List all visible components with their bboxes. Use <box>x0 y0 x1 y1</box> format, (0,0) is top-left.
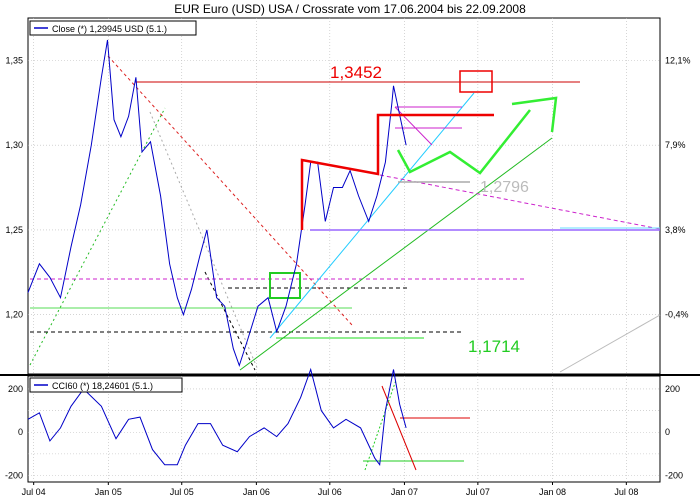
y-tick-label-right: 7,9% <box>665 140 686 150</box>
y-tick-label-right: 3,8% <box>665 225 686 235</box>
chart-title: EUR Euro (USD) USA / Crossrate vom 17.06… <box>174 2 526 16</box>
trend-annotations <box>29 55 661 373</box>
x-tick-label: Jul 07 <box>466 487 490 497</box>
cci-legend: CCI60 (*) 18,24601 (5.1.) <box>29 377 183 393</box>
x-tick-label: Jul 05 <box>170 487 194 497</box>
y-tick-label-left: 1,25 <box>5 225 23 235</box>
x-tick-label: Jan 06 <box>243 487 270 497</box>
price-grid <box>28 18 660 374</box>
cci-tick-label-right: -200 <box>665 471 683 481</box>
y-tick-label-left: 1,30 <box>5 140 23 150</box>
gray-long-rising <box>559 314 661 373</box>
black-dashed-falling <box>204 271 256 371</box>
y-tick-label-right: -0,4% <box>665 310 689 320</box>
close-price-line <box>27 39 407 368</box>
cci-tick-label-right: 200 <box>665 384 680 394</box>
label-resistance: 1,3452 <box>330 63 382 82</box>
price-legend: Close (*) 1,29945 USD (5.1.) <box>29 20 197 36</box>
cci-tick-label-left: 0 <box>18 427 23 437</box>
green-marker-box <box>269 272 301 299</box>
green-forecast-path <box>396 109 531 175</box>
green-forecast-arrowhead <box>511 96 558 133</box>
gray-falling-dotted <box>149 111 259 371</box>
magenta-diagonal <box>394 106 433 146</box>
y-tick-label-left: 1,20 <box>5 310 23 320</box>
red-triangle <box>300 113 494 230</box>
x-tick-label: Jul 06 <box>318 487 342 497</box>
cci-legend-label: CCI60 (*) 18,24601 (5.1.) <box>52 381 153 391</box>
cci-tick-label-right: 0 <box>665 427 670 437</box>
magenta-dashed-falling <box>379 174 661 230</box>
cci-tick-label-left: -200 <box>5 471 23 481</box>
cyan-rising <box>269 92 475 339</box>
cci-tick-label-left: 200 <box>8 384 23 394</box>
overlay-annotations <box>300 96 558 230</box>
axis-labels: Jul 04 Jan 05 Jul 05 Jan 06 Jul 06 Jan 07 Jul … <box>5 55 691 497</box>
price-legend-label: Close (*) 1,29945 USD (5.1.) <box>52 24 167 34</box>
y-tick-label-left: 1,35 <box>5 55 23 65</box>
label-support: 1,1714 <box>468 337 520 356</box>
x-tick-label: Jan 08 <box>539 487 566 497</box>
cci-line <box>27 367 407 467</box>
target-box <box>459 70 493 93</box>
x-tick-label: Jul 08 <box>614 487 638 497</box>
y-tick-label-right: 12,1% <box>665 55 691 65</box>
x-tick-label: Jan 07 <box>391 487 418 497</box>
x-tick-label: Jul 04 <box>22 487 46 497</box>
label-mid: 1,2796 <box>480 179 529 196</box>
red-falling-dotted <box>107 55 353 326</box>
green-long-rising <box>239 137 553 371</box>
x-tick-label: Jan 05 <box>95 487 122 497</box>
